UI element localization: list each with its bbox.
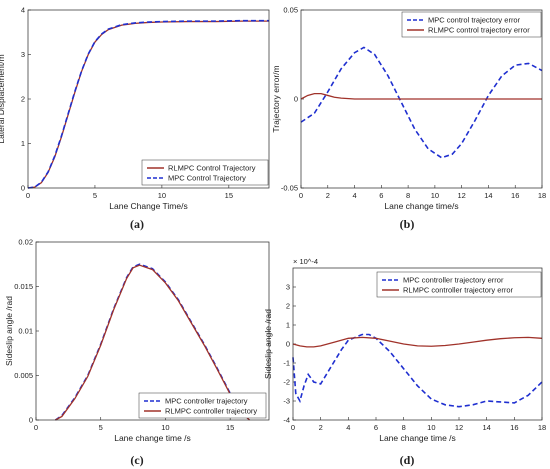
- x-tick-label: 10: [431, 191, 439, 200]
- y-tick-label: 0: [294, 95, 298, 104]
- x-axis-label: Lane change time/s: [384, 201, 458, 211]
- legend-label-2: RLMPC control trajectory error: [428, 26, 530, 35]
- x-tick-label: 16: [510, 423, 518, 432]
- series-line-1: [300, 46, 543, 159]
- legend-label-1: MPC controller trajectory error: [403, 276, 504, 285]
- series-line-2: [300, 93, 542, 100]
- y-tick-label: 0: [286, 340, 290, 349]
- panel-caption: (a): [130, 217, 144, 231]
- chart-panel-3: 0 5 10 15 0 0.005 0.01 0.015 0.02 Lane change tim…: [4, 238, 270, 467]
- legend-label-2: RLMPC controller trajectory: [165, 407, 257, 416]
- legend-box: [376, 271, 542, 298]
- x-tick-label: 14: [484, 191, 492, 200]
- x-tick-label: 2: [326, 191, 330, 200]
- y-tick-label: -4: [283, 416, 290, 425]
- x-tick-label: 2: [319, 423, 323, 432]
- axis-frame: [35, 241, 270, 421]
- y-tick-label: -3: [283, 397, 290, 406]
- x-tick-label: 4: [346, 423, 350, 432]
- legend-box: [401, 11, 542, 38]
- y-tick-label: 1: [286, 321, 290, 330]
- y-tick-label: 0.015: [14, 282, 33, 291]
- x-tick-label: 12: [455, 423, 463, 432]
- y-tick-label: 0: [21, 184, 25, 193]
- y-tick-label: 2: [21, 95, 25, 104]
- series-line-1: [292, 333, 543, 408]
- series-line-2: [292, 336, 543, 348]
- series-line-2: [55, 264, 251, 421]
- panel-caption: (b): [400, 217, 415, 231]
- x-tick-label: 14: [482, 423, 490, 432]
- panel-caption: (c): [130, 453, 143, 467]
- y-axis-label: Sideslip angle /rad: [263, 309, 273, 379]
- x-axis-label: Lane change time /s: [379, 433, 456, 443]
- x-axis-label: Lane Change Time/s: [109, 201, 187, 211]
- x-tick-label: 10: [158, 191, 166, 200]
- x-tick-label: 5: [99, 423, 103, 432]
- y-axis-label: Sideslip angle /rad: [4, 296, 14, 366]
- y-tick-label: 3: [21, 50, 25, 59]
- y-exponent-label: × 10^-4: [293, 257, 318, 266]
- x-tick-label: 4: [352, 191, 356, 200]
- plot-area: [28, 10, 269, 188]
- legend-label-1: MPC controller trajectory: [165, 397, 248, 406]
- x-tick-label: 5: [93, 191, 97, 200]
- legend-box: [141, 159, 269, 186]
- y-tick-label: 0.005: [14, 371, 33, 380]
- x-tick-label: 8: [406, 191, 410, 200]
- y-tick-label: -0.05: [281, 184, 298, 193]
- x-tick-label: 0: [26, 191, 30, 200]
- y-tick-label: 0.05: [283, 6, 298, 15]
- x-tick-label: 18: [538, 191, 546, 200]
- y-axis-label: Trajectory error/m: [271, 65, 281, 132]
- y-tick-label: -2: [283, 378, 290, 387]
- x-axis-label: Lane change time /s: [114, 433, 191, 443]
- x-tick-label: 0: [34, 423, 38, 432]
- x-tick-label: 6: [374, 423, 378, 432]
- y-tick-label: 0: [29, 416, 33, 425]
- legend-label-1: RLMPC Control Trajectory: [168, 164, 256, 173]
- y-tick-label: 3: [286, 283, 290, 292]
- y-tick-label: -1: [283, 359, 290, 368]
- axis-frame: [292, 267, 543, 421]
- x-tick-label: 15: [226, 423, 234, 432]
- legend-label-2: RLMPC controller trajectory error: [403, 286, 514, 295]
- x-tick-label: 0: [291, 423, 295, 432]
- panel-caption: (d): [400, 453, 415, 467]
- x-tick-label: 18: [538, 423, 546, 432]
- x-tick-label: 15: [225, 191, 233, 200]
- y-tick-label: 4: [21, 6, 25, 15]
- x-tick-label: 6: [379, 191, 383, 200]
- axis-frame: [27, 9, 270, 189]
- y-tick-label: 2: [286, 302, 290, 311]
- x-tick-label: 16: [511, 191, 519, 200]
- x-tick-label: 8: [402, 423, 406, 432]
- x-tick-label: 12: [457, 191, 465, 200]
- y-axis-label: Lateral Displacement/m: [0, 54, 6, 143]
- y-tick-label: 0.02: [18, 238, 33, 247]
- axis-frame: [300, 9, 543, 189]
- chart-panel-1: 0 5 10 15 0 1 2 3 4 Lane Change Time/s Lateral Dis…: [0, 6, 270, 231]
- plot-area: [36, 242, 269, 420]
- x-tick-label: 10: [161, 423, 169, 432]
- legend-label-2: MPC Control Trajectory: [168, 174, 246, 183]
- x-tick-label: 0: [299, 191, 303, 200]
- x-tick-label: 10: [427, 423, 435, 432]
- legend-box: [138, 392, 267, 419]
- y-tick-label: 0.01: [18, 327, 33, 336]
- legend-label-1: MPC control trajectory error: [428, 16, 521, 25]
- series-line-2: [27, 19, 269, 189]
- y-tick-label: 1: [21, 139, 25, 148]
